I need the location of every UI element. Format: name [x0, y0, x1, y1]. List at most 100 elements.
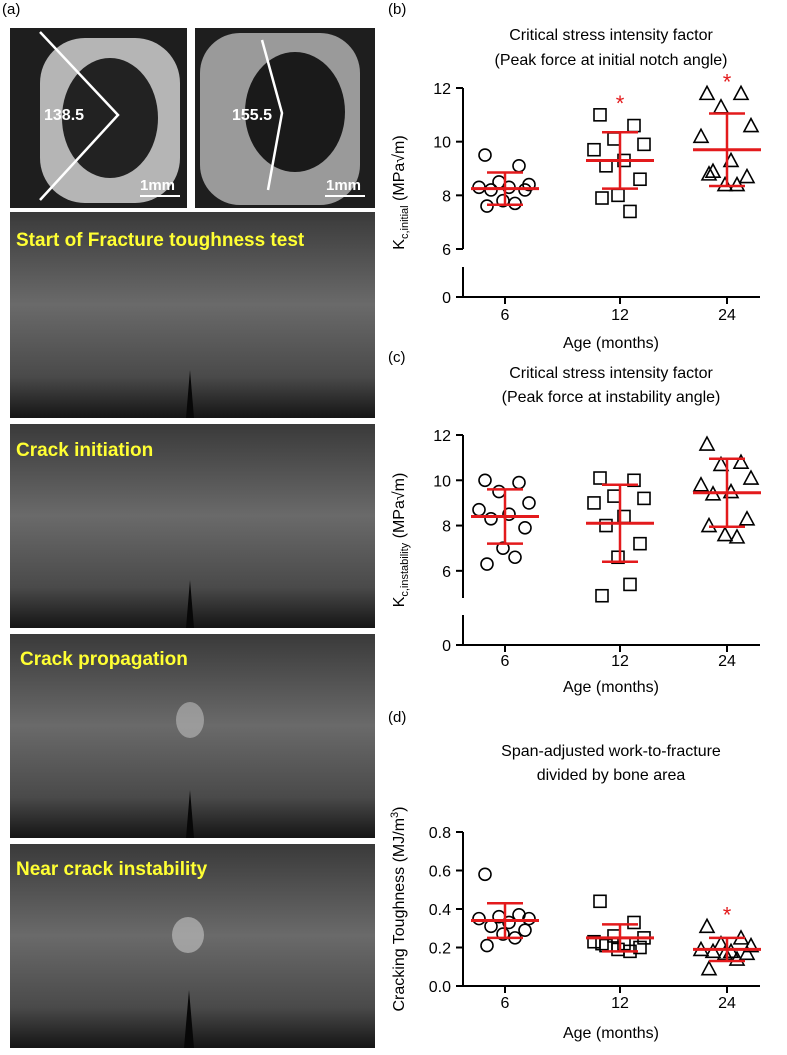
y-tick-label: 0.8 [429, 825, 451, 842]
significance: * [723, 69, 732, 94]
point [637, 491, 651, 506]
panel-label: (c) [388, 349, 406, 366]
point [627, 473, 641, 488]
point [508, 196, 522, 211]
crack-glow [176, 702, 204, 738]
chart-title: (Peak force at initial notch angle) [494, 52, 727, 69]
point [716, 525, 734, 542]
y-label-main: K [391, 239, 408, 250]
notch-lines [39, 31, 120, 201]
x-tick-label: 24 [718, 307, 736, 324]
point [742, 936, 760, 953]
x-tick-label: 12 [611, 653, 629, 670]
point [593, 471, 607, 485]
y-label-sub: c,initial [399, 205, 411, 239]
frame-caption: Near crack instability [16, 859, 208, 880]
x-axis-label: Age (months) [563, 335, 659, 352]
point [587, 142, 601, 157]
panel-label: (a) [2, 1, 20, 18]
point [633, 940, 647, 955]
chart: (d) Span-adjusted work-to-fracture divided… [388, 709, 761, 1042]
point [728, 528, 746, 544]
point [623, 204, 637, 219]
point [692, 476, 710, 492]
point [712, 455, 730, 472]
point [732, 84, 750, 101]
y-label-sup: 3 [389, 812, 401, 818]
point [478, 867, 492, 882]
point [607, 132, 621, 146]
point [637, 137, 651, 152]
panel-label: (d) [388, 709, 406, 726]
y-label-main: K [391, 596, 408, 607]
point [728, 175, 746, 192]
frame-caption: Crack initiation [16, 440, 153, 461]
point [484, 511, 498, 526]
notch [186, 790, 194, 838]
point [698, 435, 716, 451]
y-tick-label: 10 [433, 473, 451, 490]
point [704, 162, 722, 178]
y-tick-label: 0.6 [429, 864, 451, 881]
panel-label: (b) [388, 1, 406, 18]
point [738, 510, 756, 526]
point [633, 172, 647, 187]
x-axis-label: Age (months) [563, 1025, 659, 1042]
point [627, 118, 641, 133]
point [472, 911, 486, 926]
point [738, 944, 756, 961]
point [611, 550, 625, 565]
notch [186, 580, 194, 628]
scale-label: 1mm [326, 177, 361, 194]
chart-title: Critical stress intensity factor [509, 27, 713, 44]
y-label-main: Cracking Toughness (MJ/m [391, 818, 408, 1012]
point [478, 473, 492, 488]
point [478, 148, 492, 162]
point [595, 588, 609, 603]
point [593, 108, 607, 122]
x-tick-label: 12 [611, 995, 629, 1012]
point [623, 577, 637, 592]
y-tick-label: 8 [442, 519, 451, 536]
chart-title: Critical stress intensity factor [509, 365, 713, 382]
chart: (c) Critical stress intensity factor (Peak… [388, 349, 761, 696]
point [700, 516, 718, 533]
point [502, 915, 516, 930]
y-tick-label: 12 [433, 81, 451, 98]
point [480, 199, 494, 213]
y-label-end: ) [391, 806, 408, 811]
point [716, 944, 734, 961]
point [738, 167, 756, 184]
y-tick-label: 0 [442, 290, 451, 307]
frame-caption: Crack propagation [20, 649, 188, 670]
point [607, 489, 621, 503]
y-axis-label: Cracking Toughness (MJ/m3) [389, 806, 408, 1011]
frame-image [10, 212, 375, 418]
point [496, 541, 510, 555]
notch-lines [260, 39, 284, 191]
point [480, 938, 494, 953]
x-tick-label: 24 [718, 995, 736, 1012]
point [518, 521, 532, 535]
point [698, 84, 716, 101]
y-tick-label: 10 [433, 135, 451, 152]
y-tick-label: 0.4 [429, 902, 451, 919]
point [700, 959, 718, 976]
point [512, 159, 526, 173]
chart-title: divided by bone area [537, 767, 686, 784]
significance: * [723, 902, 732, 927]
point [522, 911, 536, 926]
y-tick-label: 8 [442, 188, 451, 205]
y-label-unit: (MPa√m) [391, 473, 408, 543]
marrow [245, 52, 345, 172]
y-tick-label: 6 [442, 564, 451, 581]
marrow [62, 58, 158, 178]
y-label-unit: (MPa√m) [391, 135, 408, 205]
point [522, 496, 536, 510]
point [732, 453, 750, 469]
point [496, 927, 510, 941]
point [633, 536, 647, 551]
point [587, 496, 601, 510]
x-tick-label: 6 [501, 653, 510, 670]
